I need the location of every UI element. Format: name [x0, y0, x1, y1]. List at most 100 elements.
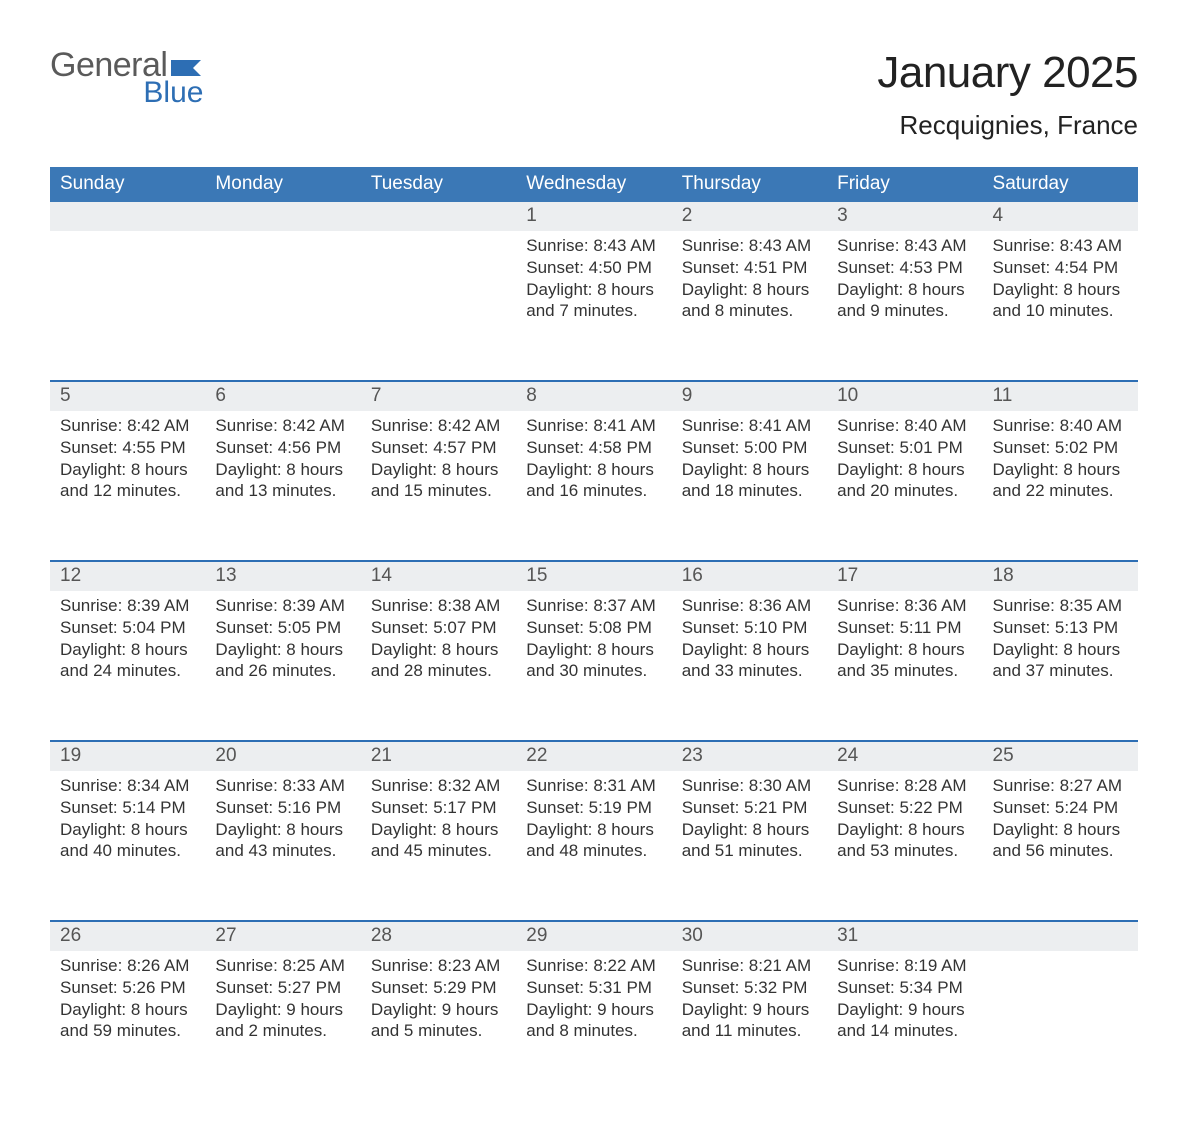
detail-row: Sunrise: 8:43 AMSunset: 4:50 PMDaylight:…: [50, 231, 1138, 381]
day-number-cell: 9: [672, 382, 827, 411]
day-number-cell: 2: [672, 202, 827, 231]
location-label: Recquignies, France: [877, 110, 1138, 141]
day-number-cell: [205, 202, 360, 231]
day-number: 31: [827, 922, 982, 951]
day-cell: Sunrise: 8:38 AMSunset: 5:07 PMDaylight:…: [361, 591, 516, 741]
day-cell: [205, 231, 360, 381]
dl2-label: and 13 minutes.: [215, 480, 350, 502]
dl2-label: and 37 minutes.: [993, 660, 1128, 682]
sunset-label: Sunset: 5:22 PM: [837, 797, 972, 819]
dl2-label: and 15 minutes.: [371, 480, 506, 502]
sunset-label: Sunset: 5:24 PM: [993, 797, 1128, 819]
day-number-cell: 23: [672, 742, 827, 771]
day-number: 17: [827, 562, 982, 591]
day-number-cell: 28: [361, 922, 516, 951]
dl1-label: Daylight: 8 hours: [682, 639, 817, 661]
sunset-label: Sunset: 5:07 PM: [371, 617, 506, 639]
day-number: 14: [361, 562, 516, 591]
sunset-label: Sunset: 5:26 PM: [60, 977, 195, 999]
day-cell: Sunrise: 8:39 AMSunset: 5:04 PMDaylight:…: [50, 591, 205, 741]
sunset-label: Sunset: 5:13 PM: [993, 617, 1128, 639]
day-cell: Sunrise: 8:41 AMSunset: 5:00 PMDaylight:…: [672, 411, 827, 561]
day-number-cell: 29: [516, 922, 671, 951]
dl1-label: Daylight: 8 hours: [60, 639, 195, 661]
day-detail: Sunrise: 8:21 AMSunset: 5:32 PMDaylight:…: [672, 951, 827, 1062]
day-cell: Sunrise: 8:31 AMSunset: 5:19 PMDaylight:…: [516, 771, 671, 921]
day-number: 3: [827, 202, 982, 231]
sunset-label: Sunset: 5:31 PM: [526, 977, 661, 999]
sunrise-label: Sunrise: 8:21 AM: [682, 955, 817, 977]
sunset-label: Sunset: 5:02 PM: [993, 437, 1128, 459]
day-cell: Sunrise: 8:43 AMSunset: 4:50 PMDaylight:…: [516, 231, 671, 381]
day-cell: [983, 951, 1138, 1101]
sunrise-label: Sunrise: 8:43 AM: [993, 235, 1128, 257]
sunrise-label: Sunrise: 8:43 AM: [682, 235, 817, 257]
detail-row: Sunrise: 8:34 AMSunset: 5:14 PM Daylight:…: [50, 771, 1138, 921]
sunrise-label: Sunrise: 8:23 AM: [371, 955, 506, 977]
sunset-label: Sunset: 4:58 PM: [526, 437, 661, 459]
sunrise-label: Sunrise: 8:34 AM: [60, 775, 195, 797]
sunrise-label: Sunrise: 8:35 AM: [993, 595, 1128, 617]
day-detail: Sunrise: 8:22 AMSunset: 5:31 PMDaylight:…: [516, 951, 671, 1062]
dl1-label: Daylight: 8 hours: [682, 459, 817, 481]
day-detail: Sunrise: 8:42 AMSunset: 4:57 PMDaylight:…: [361, 411, 516, 522]
weekday-heading: Thursday: [672, 167, 827, 202]
weekday-heading: Sunday: [50, 167, 205, 202]
day-number: 4: [983, 202, 1138, 231]
day-number: 1: [516, 202, 671, 231]
day-number: 22: [516, 742, 671, 771]
day-cell: Sunrise: 8:42 AMSunset: 4:56 PMDaylight:…: [205, 411, 360, 561]
dl1-label: Daylight: 8 hours: [837, 279, 972, 301]
day-cell: Sunrise: 8:25 AMSunset: 5:27 PMDaylight:…: [205, 951, 360, 1101]
weekday-heading: Monday: [205, 167, 360, 202]
dl1-label: Daylight: 8 hours: [215, 459, 350, 481]
sunrise-label: Sunrise: 8:36 AM: [682, 595, 817, 617]
day-number: 10: [827, 382, 982, 411]
day-cell: Sunrise: 8:37 AMSunset: 5:08 PMDaylight:…: [516, 591, 671, 741]
day-cell: Sunrise: 8:32 AMSunset: 5:17 PMDaylight:…: [361, 771, 516, 921]
calendar-header: Sunday Monday Tuesday Wednesday Thursday…: [50, 167, 1138, 202]
day-cell: Sunrise: 8:40 AMSunset: 5:02 PMDaylight:…: [983, 411, 1138, 561]
dl2-label: and 8 minutes.: [682, 300, 817, 322]
day-detail: Sunrise: 8:31 AMSunset: 5:19 PMDaylight:…: [516, 771, 671, 882]
dl1-label: Daylight: 8 hours: [993, 819, 1128, 841]
day-cell: Sunrise: 8:28 AMSunset: 5:22 PMDaylight:…: [827, 771, 982, 921]
dl1-label: Daylight: 8 hours: [215, 819, 350, 841]
sunrise-label: Sunrise: 8:31 AM: [526, 775, 661, 797]
day-number: 8: [516, 382, 671, 411]
dl2-label: and 30 minutes.: [526, 660, 661, 682]
dl1-label: Daylight: 8 hours: [993, 279, 1128, 301]
day-cell: Sunrise: 8:41 AMSunset: 4:58 PMDaylight:…: [516, 411, 671, 561]
sunrise-label: Sunrise: 8:26 AM: [60, 955, 195, 977]
dl2-label: and 24 minutes.: [60, 660, 195, 682]
sunset-label: Sunset: 5:34 PM: [837, 977, 972, 999]
day-cell: Sunrise: 8:35 AMSunset: 5:13 PMDaylight:…: [983, 591, 1138, 741]
sunset-label: Sunset: 5:00 PM: [682, 437, 817, 459]
sunrise-label: Sunrise: 8:33 AM: [215, 775, 350, 797]
dl2-label: and 10 minutes.: [993, 300, 1128, 322]
dl2-label: and 59 minutes.: [60, 1020, 195, 1042]
day-cell: Sunrise: 8:26 AMSunset: 5:26 PMDaylight:…: [50, 951, 205, 1101]
day-number-cell: 27: [205, 922, 360, 951]
sunset-label: Sunset: 5:19 PM: [526, 797, 661, 819]
day-cell: Sunrise: 8:36 AMSunset: 5:10 PMDaylight:…: [672, 591, 827, 741]
calendar-body: 1234Sunrise: 8:43 AMSunset: 4:50 PMDayli…: [50, 202, 1138, 1101]
dl2-label: and 28 minutes.: [371, 660, 506, 682]
dl2-label: and 20 minutes.: [837, 480, 972, 502]
sunset-label: Sunset: 4:54 PM: [993, 257, 1128, 279]
dl2-label: and 45 minutes.: [371, 840, 506, 862]
day-cell: Sunrise: 8:33 AMSunset: 5:16 PMDaylight:…: [205, 771, 360, 921]
sunset-label: Sunset: 5:10 PM: [682, 617, 817, 639]
dl1-label: Daylight: 8 hours: [837, 459, 972, 481]
day-number-cell: 13: [205, 562, 360, 591]
day-cell: Sunrise: 8:40 AMSunset: 5:01 PMDaylight:…: [827, 411, 982, 561]
dl2-label: and 43 minutes.: [215, 840, 350, 862]
dl1-label: Daylight: 8 hours: [60, 999, 195, 1021]
sunset-label: Sunset: 5:14 PM: [60, 797, 195, 819]
day-cell: Sunrise: 8:36 AMSunset: 5:11 PMDaylight:…: [827, 591, 982, 741]
day-number: 9: [672, 382, 827, 411]
sunset-label: Sunset: 4:56 PM: [215, 437, 350, 459]
day-cell: [361, 231, 516, 381]
day-detail: Sunrise: 8:32 AMSunset: 5:17 PMDaylight:…: [361, 771, 516, 882]
sunrise-label: Sunrise: 8:38 AM: [371, 595, 506, 617]
